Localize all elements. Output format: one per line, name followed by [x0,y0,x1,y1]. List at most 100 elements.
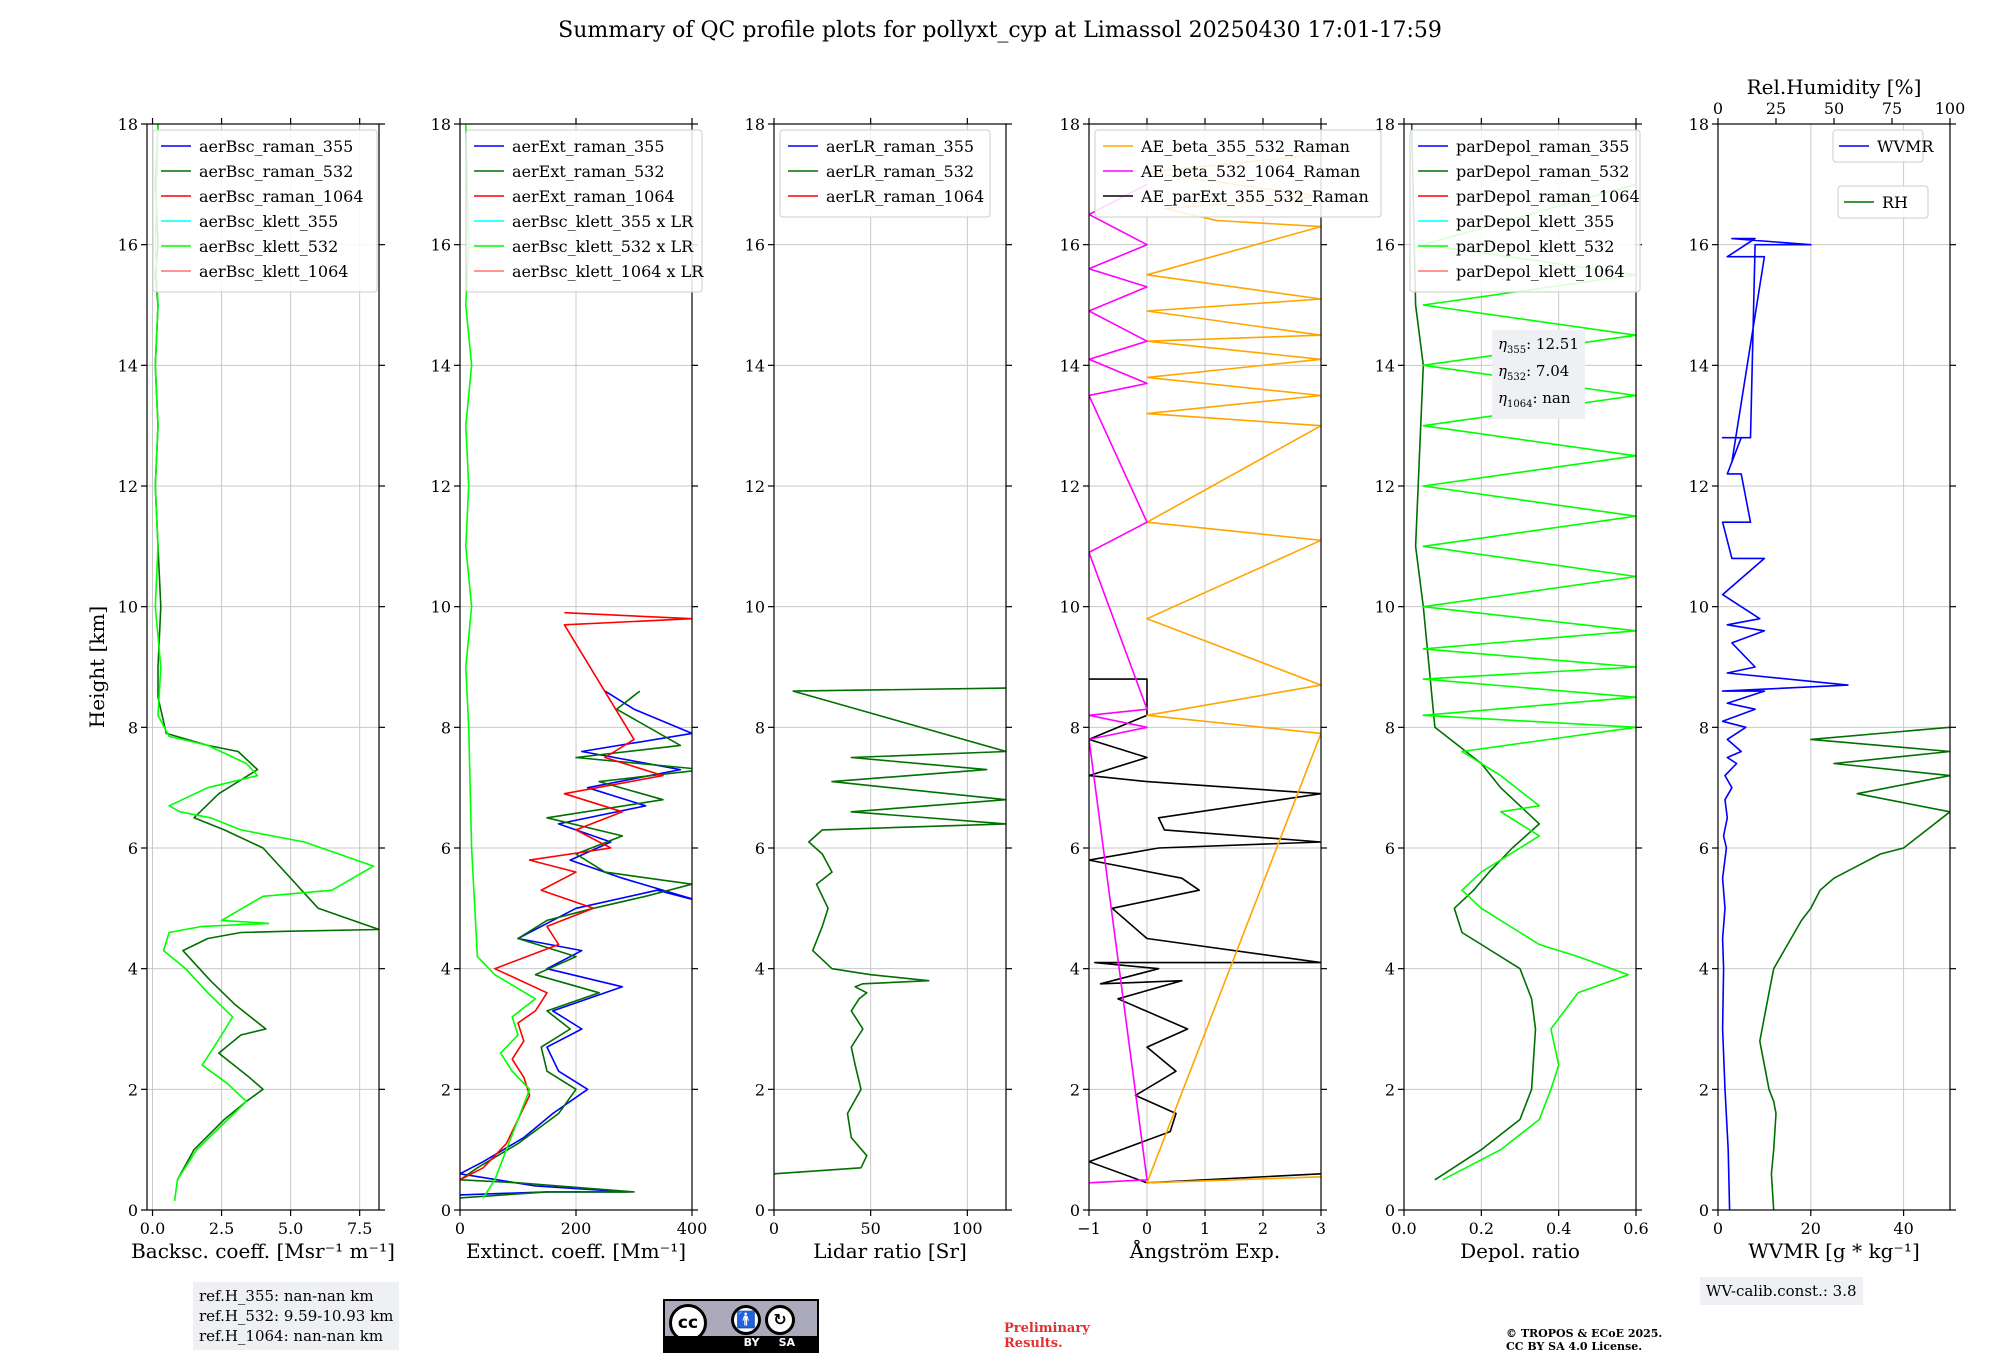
x-tick-label: 3 [1316,1219,1326,1238]
legend-label: parDepol_raman_1064 [1456,187,1640,206]
y-tick-label: 4 [1699,960,1709,979]
x-axis-label: Lidar ratio [Sr] [813,1239,967,1263]
eta-calibration-box: η355: 12.51 η532: 7.04 η1064: nan [1492,330,1585,419]
legend-label: aerLR_raman_355 [826,137,974,156]
ref-height-355: ref.H_355: nan-nan km [199,1287,374,1305]
sa-share-icon: ↻ [765,1305,795,1335]
legend-label: parDepol_raman_355 [1456,137,1629,156]
series-line-aerBsc_klett_532 x LR [464,124,537,1199]
y-tick-label: 18 [1060,115,1080,134]
y-tick-label: 14 [1060,356,1080,375]
y-tick-label: 12 [745,477,765,496]
legend-box [1409,129,1641,293]
cc-license-badge: cc 🚹 ↻ BY SA [663,1299,819,1353]
wv-calibration-box: WV-calib.const.: 3.8 [1700,1277,1863,1305]
y-tick-label: 8 [1385,718,1395,737]
x-axis-label: Depol. ratio [1460,1239,1580,1263]
x-axis-label: Extinct. coeff. [Mm⁻¹] [466,1239,686,1263]
panel-lidar-ratio-series [774,687,1006,1175]
y-tick-label: 16 [1689,236,1709,255]
y-tick-label: 0 [1699,1201,1709,1220]
legend-label: aerExt_raman_1064 [512,187,675,206]
y-tick-label: 2 [1385,1080,1395,1099]
cc-logo-icon: cc [669,1304,707,1342]
y-tick-label: 0 [128,1201,138,1220]
y-tick-label: 18 [745,115,765,134]
x-tick-label: −1 [1077,1219,1101,1238]
series-line-aerExt_raman_355 [460,690,692,1196]
wv-calib-const: WV-calib.const.: 3.8 [1706,1282,1857,1300]
y-tick-label: 8 [128,718,138,737]
y-tick-label: 12 [431,477,451,496]
axes-frame [1403,123,1637,1211]
ref-height-532: ref.H_532: 9.59-10.93 km [199,1307,394,1325]
y-tick-label: 8 [755,718,765,737]
axes-frame [146,123,380,1211]
y-tick-label: 10 [1060,598,1080,617]
x-top-tick-label: 0 [1713,99,1723,118]
legend-box [152,129,378,293]
legend-label: aerExt_raman_355 [512,137,665,156]
y-tick-label: 12 [1060,477,1080,496]
x-tick-label: 50 [860,1219,880,1238]
series-line-aerBsc_klett_532 [154,124,375,1202]
series-line-AE_parExt_355_532_Raman [1089,678,1321,1184]
y-tick-label: 14 [118,356,138,375]
y-tick-label: 10 [431,598,451,617]
x-tick-label: 200 [561,1219,592,1238]
eta-532: η532: 7.04 [1498,362,1570,383]
legend-label: aerExt_raman_532 [512,162,665,181]
reference-height-box: ref.H_355: nan-nan km ref.H_532: 9.59-10… [193,1282,400,1350]
series-line-AE_beta_532_1064_Raman [1089,183,1148,1184]
panel-backscatter-series [154,124,379,1202]
y-tick-label: 12 [1689,477,1709,496]
legend-label: parDepol_klett_532 [1456,237,1614,256]
y-tick-label: 18 [1689,115,1709,134]
y-tick-label: 4 [1385,960,1395,979]
legend-label: AE_parExt_355_532_Raman [1140,187,1369,206]
x-top-tick-label: 50 [1824,99,1844,118]
x-tick-label: 2 [1258,1219,1268,1238]
x-top-tick-label: 25 [1766,99,1786,118]
x-tick-label: 0 [455,1219,465,1238]
y-tick-label: 16 [745,236,765,255]
y-tick-label: 0 [1070,1201,1080,1220]
y-tick-label: 6 [128,839,138,858]
axes-frame [773,123,1007,1211]
y-tick-label: 14 [1689,356,1709,375]
y-tick-label: 10 [745,598,765,617]
legend-label: parDepol_raman_532 [1456,162,1629,181]
legend-box [465,129,703,293]
y-tick-label: 6 [755,839,765,858]
y-tick-label: 10 [1375,598,1395,617]
x-tick-label: 400 [677,1219,708,1238]
legend-label: RH [1882,193,1908,212]
y-axis-label: Height [km] [85,606,109,728]
legend-label: aerBsc_klett_355 x LR [512,212,694,231]
legend-label: parDepol_klett_1064 [1456,262,1625,281]
y-tick-label: 10 [1689,598,1709,617]
x-tick-label: 40 [1893,1219,1913,1238]
x-axis-label: Backsc. coeff. [Msr⁻¹ m⁻¹] [131,1239,395,1263]
y-tick-label: 6 [1385,839,1395,858]
x-tick-label: 0.0 [1391,1219,1416,1238]
eta-1064: η1064: nan [1498,389,1571,410]
legend-label: aerBsc_klett_532 [199,237,338,256]
y-tick-label: 8 [1699,718,1709,737]
legend-label: AE_beta_532_1064_Raman [1140,162,1360,181]
x-tick-label: 0 [1142,1219,1152,1238]
panel-depol: 0 2 4 6 8 10 12 14 16 18 0.0 0.2 0.4 0.6 Depol. ratio p… [1375,115,1649,1263]
legend-box [779,129,991,218]
x-axis-label: Ångström Exp. [1129,1238,1280,1263]
ref-height-1064: ref.H_1064: nan-nan km [199,1327,384,1345]
legend-label: WVMR [1877,137,1934,156]
x-tick-label: 7.5 [347,1219,372,1238]
y-tick-label: 2 [755,1080,765,1099]
y-tick-label: 4 [755,960,765,979]
x-tick-label: 0.4 [1546,1219,1571,1238]
y-tick-label: 4 [441,960,451,979]
figure-title: Summary of QC profile plots for pollyxt_… [558,18,1442,43]
